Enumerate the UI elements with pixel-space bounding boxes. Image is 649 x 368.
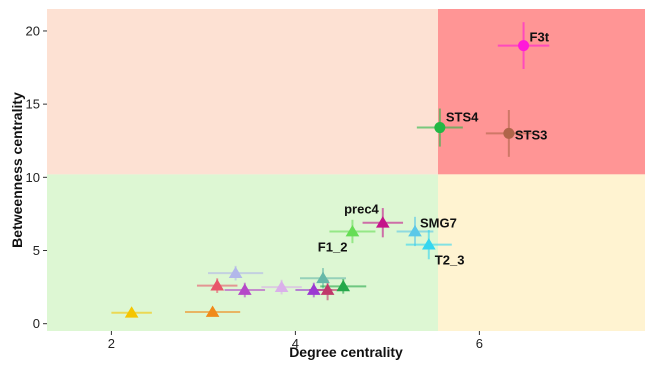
label-prec4: prec4 bbox=[344, 202, 379, 217]
data-points bbox=[124, 40, 530, 318]
label-smg7: SMG7 bbox=[420, 215, 457, 230]
x-tick-label: 4 bbox=[292, 336, 299, 351]
y-tick-label: 10 bbox=[26, 170, 40, 185]
y-tick-label: 5 bbox=[33, 243, 40, 258]
quadrant-backgrounds bbox=[47, 9, 645, 331]
point-point-7 bbox=[228, 266, 243, 279]
y-tick-label: 20 bbox=[26, 23, 40, 38]
y-tick-label: 0 bbox=[33, 316, 40, 331]
quadrant-bottom-right bbox=[438, 174, 645, 331]
point-point-15 bbox=[124, 306, 139, 318]
label-f3t: F3t bbox=[530, 30, 550, 45]
point-point-12 bbox=[306, 283, 321, 295]
point-prec4 bbox=[375, 216, 390, 228]
point-point-8 bbox=[210, 279, 225, 291]
point-point-16 bbox=[205, 305, 220, 317]
x-axis-title: Degree centrality bbox=[289, 344, 403, 360]
x-tick-label: 2 bbox=[108, 336, 115, 351]
axes: 2 4 6 0 5 10 15 20 bbox=[26, 23, 483, 351]
x-tick-label: 6 bbox=[476, 336, 483, 351]
label-sts3: STS3 bbox=[515, 127, 548, 142]
point-f1-2 bbox=[345, 224, 360, 237]
point-t2-3 bbox=[421, 238, 436, 250]
point-point-14 bbox=[336, 279, 351, 292]
point-sts4 bbox=[434, 122, 446, 134]
label-f1-2: F1_2 bbox=[318, 239, 348, 254]
y-axis-title: Betweenness centrality bbox=[9, 92, 25, 248]
quadrant-top-right bbox=[438, 9, 645, 175]
y-tick-label: 15 bbox=[26, 97, 40, 112]
label-t2-3: T2_3 bbox=[435, 253, 465, 268]
point-f3t bbox=[518, 40, 530, 52]
point-sts3 bbox=[503, 127, 515, 139]
point-point-10 bbox=[274, 280, 289, 292]
point-smg7 bbox=[408, 224, 422, 237]
point-point-13 bbox=[320, 283, 335, 295]
quadrant-bottom-left bbox=[47, 174, 438, 331]
quadrant-top-left bbox=[47, 9, 438, 175]
label-sts4: STS4 bbox=[446, 110, 479, 125]
point-point-11 bbox=[316, 271, 330, 284]
point-labels: F3t STS4 STS3 prec4 F1_2 SMG7 T2_3 bbox=[318, 30, 550, 268]
point-point-9 bbox=[237, 283, 252, 295]
